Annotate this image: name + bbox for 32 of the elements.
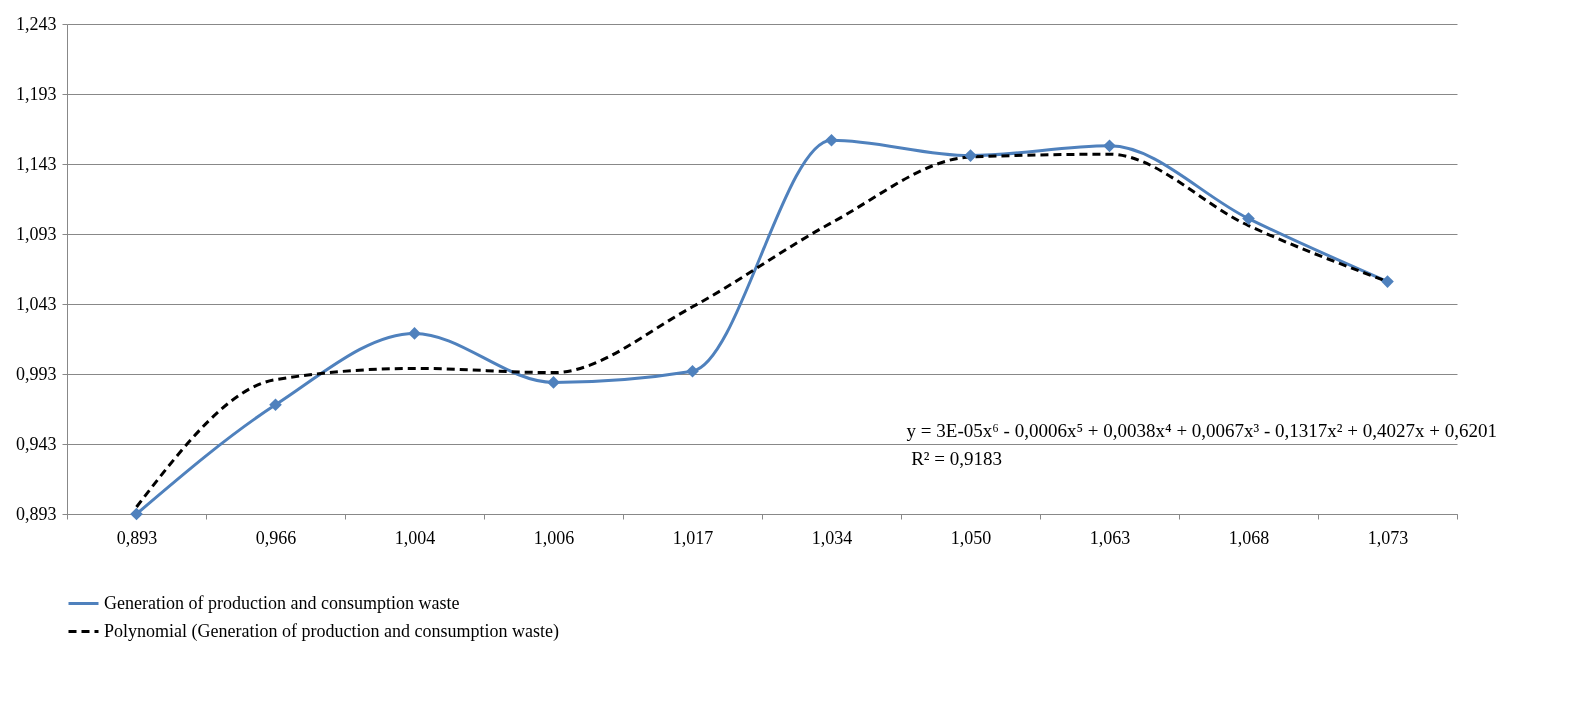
point: [1242, 212, 1255, 225]
point: [1103, 139, 1116, 153]
y-tick-label: 1,043: [16, 293, 57, 314]
y-tick-label: 1,193: [16, 83, 57, 104]
annotation: y = 3E-05x⁶ - 0,0006x⁵ + 0,0038x⁴ + 0,0067x³ - 0,1317x² + 0,4027x + 0,6201: [906, 419, 1497, 441]
y-tick-label: 0,943: [16, 433, 57, 454]
x-tick-label: 1,006: [533, 527, 575, 548]
x-tick-label: 1,017: [672, 527, 714, 548]
x-tick-label: 1,004: [394, 527, 436, 548]
point: [269, 398, 282, 412]
point: [825, 133, 838, 147]
point: [408, 327, 421, 340]
legend-label: Generation of production and consumption waste: [104, 592, 460, 613]
x-tick-label: 0,966: [255, 527, 297, 548]
legend-label: Polynomial (Generation of production and consumption waste): [104, 620, 559, 642]
point: [547, 376, 560, 389]
y-tick-label: 1,243: [16, 13, 57, 34]
y-tick-label: 0,893: [16, 503, 57, 524]
x-tick-label: 1,068: [1228, 527, 1270, 548]
point: [1381, 275, 1394, 288]
x-tick-label: 1,034: [811, 527, 853, 548]
y-tick-label: 1,143: [16, 153, 57, 174]
x-tick-label: 1,063: [1089, 527, 1131, 548]
point: [130, 507, 143, 521]
annotation: R² = 0,9183: [911, 447, 1003, 469]
point: [964, 149, 977, 162]
y-tick-label: 1,093: [16, 223, 57, 244]
x-tick-label: 1,050: [950, 527, 992, 548]
y-tick-label: 0,993: [16, 363, 57, 384]
x-tick-label: 0,893: [116, 527, 158, 548]
x-tick-label: 1,073: [1367, 527, 1409, 548]
point: [686, 364, 699, 378]
